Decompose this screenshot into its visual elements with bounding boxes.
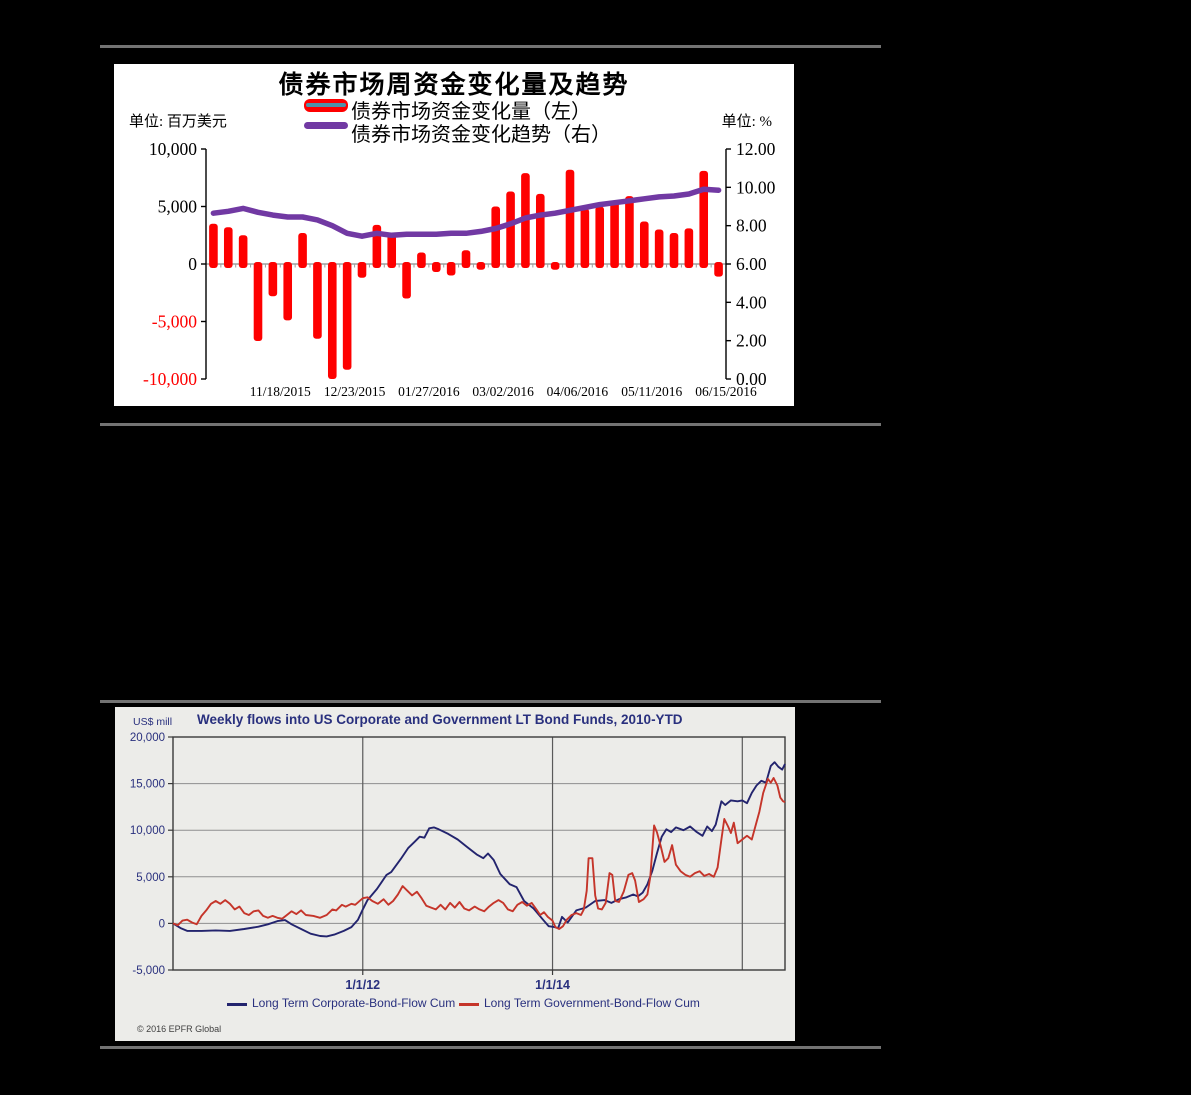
svg-text:-5,000: -5,000	[152, 312, 197, 332]
left-axis-unit-label: 单位: 百万美元	[129, 114, 227, 130]
corporate-series-legend-dash-icon	[227, 1003, 247, 1006]
svg-text:2.00: 2.00	[736, 331, 767, 351]
svg-text:0.00: 0.00	[736, 369, 767, 389]
svg-text:1/1/12: 1/1/12	[345, 978, 380, 992]
svg-text:4.00: 4.00	[736, 292, 767, 312]
svg-text:10,000: 10,000	[130, 825, 165, 837]
svg-text:15,000: 15,000	[130, 779, 165, 791]
mid-divider-rule	[100, 423, 881, 426]
svg-text:8.00: 8.00	[736, 216, 767, 236]
svg-text:5,000: 5,000	[158, 197, 198, 217]
copyright-note: © 2016 EPFR Global	[137, 1024, 222, 1034]
legend-item-government-series: Long Term Government-Bond-Flow Cum	[484, 996, 700, 1010]
legend-item-corporate-series: Long Term Corporate-Bond-Flow Cum	[252, 996, 456, 1010]
svg-text:-5,000: -5,000	[132, 965, 165, 977]
svg-text:05/11/2016: 05/11/2016	[621, 384, 682, 399]
svg-text:10.00: 10.00	[736, 177, 776, 197]
lower-divider-rule	[100, 700, 881, 703]
epfr-bond-funds-chart-canvas: 20,000 15,000 10,000 5,000 0 -5,000 1/1/12 1/1/…	[130, 732, 786, 992]
y-axis-unit-label: US$ mill	[133, 716, 173, 728]
svg-text:-10,000: -10,000	[143, 369, 197, 389]
svg-text:1/1/14: 1/1/14	[535, 978, 570, 992]
svg-text:01/27/2016: 01/27/2016	[398, 384, 460, 399]
svg-text:6.00: 6.00	[736, 254, 767, 274]
top-divider-rule	[100, 45, 881, 48]
line-series-legend-marker	[304, 122, 348, 129]
svg-text:03/02/2016: 03/02/2016	[472, 384, 534, 399]
svg-text:0: 0	[188, 254, 197, 274]
bond-weekly-flow-chart-panel: 10,000 5,000 0 -5,000 -10,000 12.00 10.00 8.00 6…	[113, 63, 795, 407]
bottom-chart-title: Weekly flows into US Corporate and Gover…	[197, 712, 683, 727]
legend-item-line-series: 债券市场资金变化趋势（右）	[351, 124, 611, 146]
legend-item-bar-series: 债券市场资金变化量（左）	[351, 101, 591, 123]
bottom-divider-rule	[100, 1046, 881, 1049]
top-chart-title: 债券市场周资金变化量及趋势	[278, 72, 630, 99]
svg-text:12.00: 12.00	[736, 139, 776, 159]
svg-text:0: 0	[159, 918, 165, 930]
svg-text:04/06/2016: 04/06/2016	[547, 384, 609, 399]
svg-text:5,000: 5,000	[136, 872, 165, 884]
svg-text:12/23/2015: 12/23/2015	[324, 384, 386, 399]
bar-legend-stripe-icon	[306, 103, 346, 107]
svg-text:20,000: 20,000	[130, 732, 165, 744]
bar-series-legend-marker	[304, 99, 348, 112]
svg-text:11/18/2015: 11/18/2015	[250, 384, 311, 399]
epfr-bond-funds-chart-panel: 20,000 15,000 10,000 5,000 0 -5,000 1/1/12 1/1/…	[115, 707, 795, 1041]
svg-text:10,000: 10,000	[149, 139, 197, 159]
bond-weekly-flow-chart-canvas: 10,000 5,000 0 -5,000 -10,000 12.00 10.00 8.00 6…	[143, 139, 776, 399]
right-axis-unit-label: 单位: %	[721, 114, 772, 130]
svg-text:06/15/2016: 06/15/2016	[695, 384, 757, 399]
government-series-legend-dash-icon	[459, 1003, 479, 1006]
